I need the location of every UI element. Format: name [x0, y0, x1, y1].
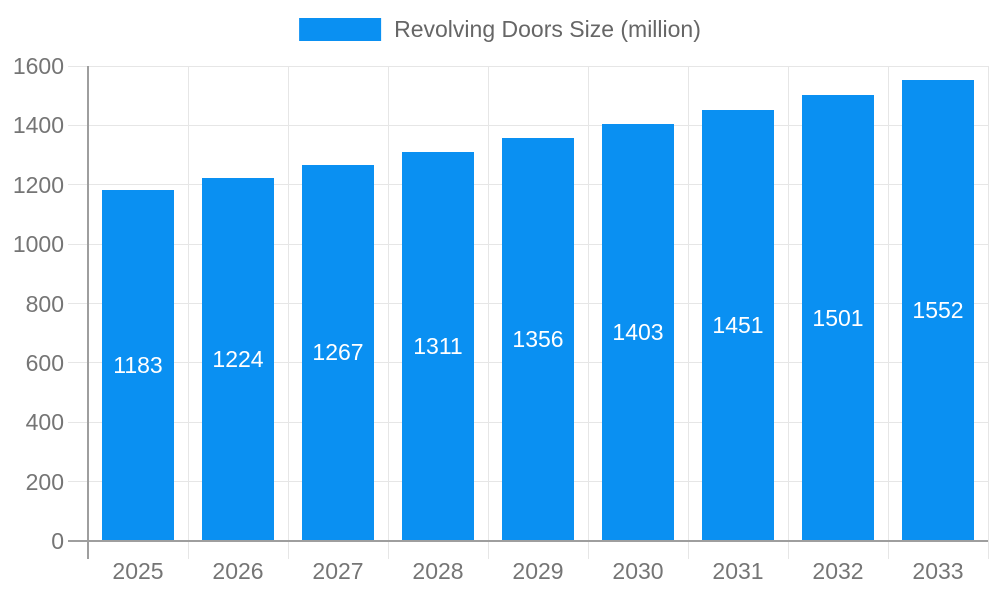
bar-value-label: 1501 — [812, 304, 864, 331]
bar-value-label: 1451 — [712, 312, 764, 339]
x-axis-tick-label: 2032 — [812, 558, 864, 584]
v-gridline — [887, 66, 889, 559]
y-axis-tick-label: 600 — [25, 349, 64, 376]
bar-value-label: 1183 — [113, 351, 163, 378]
x-axis-tick-label: 2030 — [612, 558, 664, 584]
bar[interactable]: 1183 — [102, 189, 174, 541]
v-gridline — [487, 66, 489, 559]
x-axis-tick-label: 2027 — [312, 558, 364, 584]
v-gridline — [187, 66, 189, 559]
x-axis-tick-label: 2028 — [412, 558, 464, 584]
legend[interactable]: Revolving Doors Size (million) — [299, 16, 701, 43]
bar-value-label: 1311 — [413, 332, 463, 359]
bar[interactable]: 1552 — [902, 80, 974, 541]
v-gridline — [587, 66, 589, 559]
x-axis-line — [68, 540, 988, 542]
y-axis-tick-label: 1600 — [12, 53, 64, 79]
y-axis-tick-label: 1400 — [12, 112, 64, 139]
h-gridline — [68, 124, 988, 126]
bar[interactable]: 1501 — [802, 95, 874, 541]
v-gridline — [287, 66, 289, 559]
y-axis-tick-label: 0 — [51, 528, 64, 554]
x-axis-tick-label: 2029 — [512, 558, 564, 584]
legend-swatch — [299, 18, 382, 41]
h-gridline — [68, 65, 988, 67]
x-axis-tick-label: 2026 — [212, 558, 264, 584]
v-gridline — [687, 66, 689, 559]
v-gridline — [987, 66, 989, 559]
y-axis-tick-label: 1200 — [12, 171, 64, 198]
bar-value-label: 1552 — [912, 297, 964, 324]
x-axis-tick-label: 2033 — [912, 558, 964, 584]
bar[interactable]: 1224 — [202, 177, 274, 541]
bar-value-label: 1403 — [612, 319, 664, 346]
x-axis-tick-label: 2031 — [712, 558, 764, 584]
y-axis-tick-label: 800 — [25, 290, 64, 317]
y-axis-line — [87, 66, 89, 559]
legend-label: Revolving Doors Size (million) — [394, 16, 701, 42]
bar-value-label: 1267 — [312, 339, 364, 366]
x-axis-tick-label: 2025 — [112, 558, 164, 584]
bar[interactable]: 1451 — [702, 110, 774, 541]
y-axis-tick-label: 400 — [25, 409, 64, 436]
bar[interactable]: 1403 — [602, 124, 674, 541]
plot-area: 0 200 400 600 800 1000 1200 1400 1600 1183 2025 122… — [13, 53, 989, 584]
v-gridline — [387, 66, 389, 559]
bar[interactable]: 1267 — [302, 164, 374, 541]
bar-value-label: 1224 — [212, 345, 264, 372]
bar-value-label: 1356 — [512, 326, 564, 353]
v-gridline — [787, 66, 789, 559]
y-axis-tick-label: 200 — [25, 468, 64, 495]
bar[interactable]: 1356 — [502, 138, 574, 541]
bar[interactable]: 1311 — [402, 151, 474, 541]
y-axis-tick-label: 1000 — [12, 231, 64, 258]
